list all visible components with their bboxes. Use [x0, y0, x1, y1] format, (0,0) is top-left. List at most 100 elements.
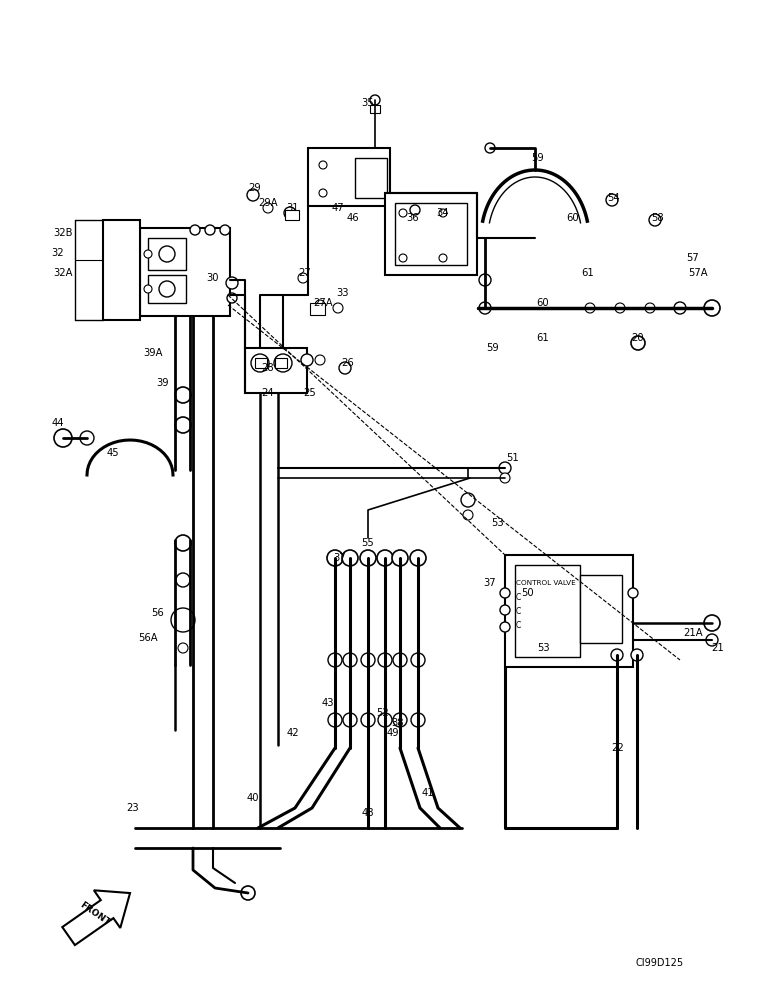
- Circle shape: [251, 354, 269, 372]
- Text: 21: 21: [712, 643, 724, 653]
- Circle shape: [479, 302, 491, 314]
- Text: 25: 25: [303, 388, 317, 398]
- Text: 49: 49: [387, 728, 399, 738]
- Circle shape: [178, 643, 188, 653]
- Circle shape: [328, 653, 342, 667]
- Circle shape: [333, 303, 343, 313]
- Text: 39A: 39A: [144, 348, 163, 358]
- Circle shape: [159, 281, 175, 297]
- Circle shape: [298, 273, 308, 283]
- Circle shape: [241, 886, 255, 900]
- Text: 22: 22: [611, 743, 625, 753]
- Text: 35: 35: [362, 98, 374, 108]
- Circle shape: [54, 429, 72, 447]
- Text: 34: 34: [437, 208, 449, 218]
- Circle shape: [190, 225, 200, 235]
- Text: 51: 51: [506, 453, 520, 463]
- Circle shape: [410, 550, 426, 566]
- Circle shape: [361, 713, 375, 727]
- Text: 39: 39: [157, 378, 169, 388]
- Circle shape: [461, 493, 475, 507]
- Circle shape: [319, 189, 327, 197]
- Circle shape: [274, 354, 292, 372]
- Text: 20: 20: [631, 333, 645, 343]
- Bar: [505, 555, 633, 667]
- Text: 42: 42: [286, 728, 300, 738]
- Circle shape: [704, 615, 720, 631]
- Bar: [515, 565, 580, 657]
- Circle shape: [628, 588, 638, 598]
- Circle shape: [674, 302, 686, 314]
- Circle shape: [399, 209, 407, 217]
- Text: CI99D125: CI99D125: [636, 958, 684, 968]
- Circle shape: [247, 189, 259, 201]
- Circle shape: [339, 362, 351, 374]
- Bar: [285, 210, 299, 220]
- Circle shape: [499, 462, 511, 474]
- Text: 59: 59: [486, 343, 499, 353]
- Circle shape: [175, 417, 191, 433]
- Bar: [275, 358, 287, 368]
- Circle shape: [411, 713, 425, 727]
- Text: 41: 41: [422, 788, 435, 798]
- Text: 30: 30: [207, 273, 219, 283]
- Circle shape: [328, 713, 342, 727]
- Text: 60: 60: [537, 298, 550, 308]
- Bar: [310, 303, 325, 315]
- Text: 24: 24: [262, 388, 274, 398]
- Circle shape: [80, 431, 94, 445]
- Text: 38: 38: [391, 718, 405, 728]
- Circle shape: [378, 653, 392, 667]
- Circle shape: [500, 473, 510, 483]
- Circle shape: [585, 303, 595, 313]
- Circle shape: [485, 143, 495, 153]
- Text: 37: 37: [334, 553, 347, 563]
- Circle shape: [392, 550, 408, 566]
- Bar: [245, 348, 307, 393]
- Circle shape: [319, 161, 327, 169]
- Text: 57A: 57A: [688, 268, 708, 278]
- Circle shape: [606, 194, 618, 206]
- Text: 53: 53: [537, 643, 550, 653]
- Circle shape: [500, 605, 510, 615]
- Text: 21A: 21A: [683, 628, 703, 638]
- Circle shape: [439, 209, 447, 217]
- Circle shape: [631, 336, 645, 350]
- Circle shape: [159, 246, 175, 262]
- Circle shape: [410, 205, 420, 215]
- Text: 27: 27: [299, 268, 311, 278]
- Circle shape: [342, 550, 358, 566]
- Text: 60: 60: [567, 213, 579, 223]
- Circle shape: [144, 285, 152, 293]
- Text: 50: 50: [522, 588, 534, 598]
- Text: 28: 28: [262, 363, 274, 373]
- Text: 58: 58: [652, 213, 665, 223]
- Circle shape: [631, 649, 643, 661]
- Text: 32: 32: [52, 248, 64, 258]
- Circle shape: [227, 293, 237, 303]
- Text: 32A: 32A: [53, 268, 73, 278]
- Circle shape: [393, 713, 407, 727]
- Circle shape: [315, 300, 325, 310]
- Text: 32B: 32B: [53, 228, 73, 238]
- Circle shape: [377, 550, 393, 566]
- Circle shape: [327, 550, 343, 566]
- Circle shape: [479, 274, 491, 286]
- Text: 61: 61: [581, 268, 594, 278]
- Circle shape: [220, 225, 230, 235]
- Circle shape: [393, 653, 407, 667]
- Circle shape: [175, 535, 191, 551]
- Circle shape: [175, 387, 191, 403]
- Bar: [148, 275, 186, 303]
- Bar: [255, 358, 267, 368]
- Text: 23: 23: [127, 803, 139, 813]
- Circle shape: [301, 354, 313, 366]
- Circle shape: [645, 303, 655, 313]
- Text: 29A: 29A: [258, 198, 278, 208]
- Circle shape: [360, 550, 376, 566]
- Text: 55: 55: [361, 538, 374, 548]
- Text: 43: 43: [322, 698, 334, 708]
- Text: FRONT: FRONT: [78, 900, 112, 928]
- Text: 45: 45: [107, 448, 120, 458]
- Circle shape: [370, 95, 380, 105]
